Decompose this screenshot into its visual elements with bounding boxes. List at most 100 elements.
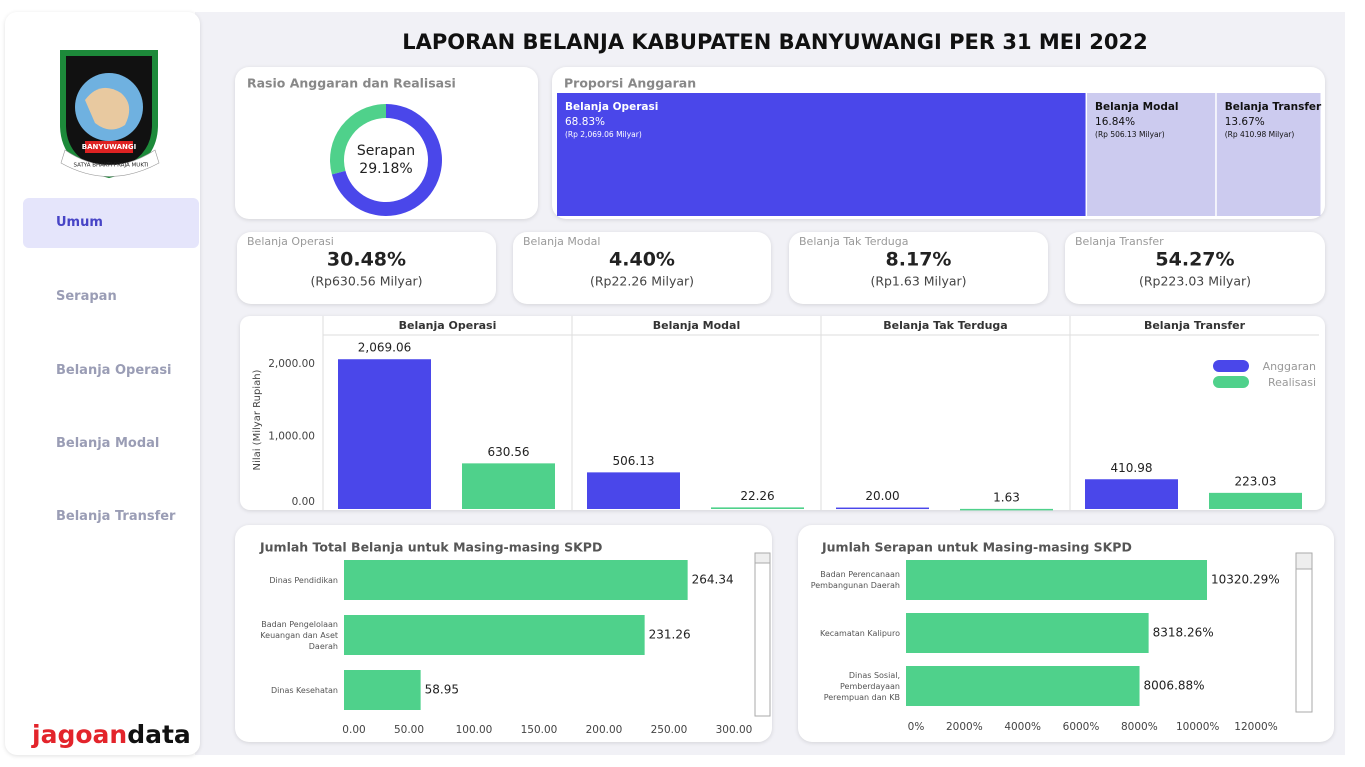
menu-item[interactable]: Umum	[23, 198, 199, 248]
donut-center-label: Serapan	[357, 143, 415, 159]
treemap-label: Belanja Transfer	[1225, 101, 1322, 113]
logo-ribbon	[60, 149, 160, 177]
bar	[711, 507, 804, 509]
bar-value-label: 2,069.06	[358, 341, 411, 355]
x-tick-label: 150.00	[521, 724, 558, 736]
brand-part: jagoan	[32, 720, 128, 749]
bar	[1085, 479, 1178, 509]
x-tick-label: 10000%	[1176, 721, 1219, 733]
y-category-label: Badan Pengelolaan Keuangan dan Aset Daer…	[260, 619, 338, 651]
y-axis-label: Nilai (Milyar Rupiah)	[252, 369, 263, 470]
chart-title: Rasio Anggaran dan Realisasi	[247, 76, 456, 91]
treemap-cell	[557, 93, 1086, 216]
chart-title: Proporsi Anggaran	[564, 76, 696, 91]
bar-value-label: 264.34	[692, 573, 734, 587]
bar-value-label: 22.26	[740, 489, 774, 503]
bar	[344, 560, 688, 600]
logo-title: BANYUWANGI	[82, 143, 136, 151]
x-tick-label: 100.00	[456, 724, 493, 736]
x-tick-label: 0.00	[342, 724, 365, 736]
panel-header: Belanja Operasi	[399, 319, 497, 332]
panel-header: Belanja Tak Terduga	[883, 319, 1007, 332]
treemap-value: 68.83%	[565, 116, 605, 128]
treemap-cell	[1087, 93, 1216, 216]
kpi-value: 8.17%	[886, 249, 952, 271]
x-tick-label: 250.00	[651, 724, 688, 736]
scrollbar[interactable]	[1295, 552, 1313, 713]
y-tick-label: 2,000.00	[268, 358, 315, 370]
scrollbar[interactable]	[754, 552, 771, 717]
donut-value-label: 29.18%	[359, 161, 412, 177]
treemap-cell	[1216, 93, 1321, 216]
treemap-value: 13.67%	[1225, 116, 1265, 128]
kpi-detail: (Rp22.26 Milyar)	[590, 274, 694, 289]
bar-value-label: 630.56	[488, 445, 530, 459]
kpi-detail: (Rp223.03 Milyar)	[1139, 274, 1251, 289]
treemap-note: (Rp 506.13 Milyar)	[1095, 130, 1165, 139]
bar-value-label: 223.03	[1235, 474, 1277, 488]
kpi-label: Belanja Operasi	[247, 235, 334, 248]
bar-value-label: 8006.88%	[1144, 679, 1205, 693]
treemap-label: Belanja Modal	[1095, 101, 1179, 113]
bar-value-label: 231.26	[649, 628, 691, 642]
legend-label: Anggaran	[1263, 360, 1316, 373]
logo-map	[85, 87, 130, 130]
legend-swatch	[1213, 360, 1249, 372]
kpi-card	[789, 232, 1048, 304]
bar	[1209, 492, 1302, 509]
menu-item[interactable]: Belanja Transfer	[56, 509, 176, 524]
legend-swatch	[1213, 376, 1249, 388]
donut-segment	[330, 104, 386, 175]
bar	[462, 463, 555, 509]
bar-value-label: 506.13	[613, 454, 655, 468]
kpi-detail: (Rp630.56 Milyar)	[310, 274, 422, 289]
y-category-label: Badan Perencanaan Pembangunan Daerah	[810, 570, 900, 590]
logo-banner	[85, 141, 133, 153]
logo: BANYUWANGI SATYA BHAKTI PRAJA MUKTI	[60, 50, 160, 179]
x-tick-label: 2000%	[946, 721, 983, 733]
x-tick-label: 6000%	[1063, 721, 1100, 733]
y-category-label: Dinas Sosial, Pemberdayaan Perempuan dan…	[823, 670, 900, 702]
y-category-label: Kecamatan Kalipuro	[819, 628, 900, 638]
kpi-card	[237, 232, 496, 304]
legend-label: Realisasi	[1268, 376, 1316, 389]
y-category-label: Dinas Pendidikan	[269, 575, 338, 585]
treemap-value: 16.84%	[1095, 116, 1135, 128]
y-tick-label: 0.00	[292, 496, 315, 508]
kpi-card	[513, 232, 771, 304]
x-tick-label: 50.00	[394, 724, 424, 736]
bar-value-label: 20.00	[865, 489, 899, 503]
page-title: LAPORAN BELANJA KABUPATEN BANYUWANGI PER…	[402, 30, 1147, 54]
scroll-thumb[interactable]	[1295, 552, 1313, 570]
brand-part: data	[127, 720, 191, 749]
bar-value-label: 410.98	[1111, 461, 1153, 475]
bar	[344, 615, 645, 655]
panel-header: Belanja Modal	[653, 319, 740, 332]
x-tick-label: 200.00	[586, 724, 623, 736]
chart-title: Jumlah Total Belanja untuk Masing-masing…	[259, 540, 602, 555]
menu-item[interactable]: Belanja Modal	[56, 436, 160, 451]
x-tick-label: 4000%	[1004, 721, 1041, 733]
kpi-detail: (Rp1.63 Milyar)	[870, 274, 966, 289]
bar-value-label: 1.63	[993, 490, 1020, 504]
bar-value-label: 10320.29%	[1211, 573, 1280, 587]
scroll-thumb[interactable]	[754, 552, 771, 564]
kpi-label: Belanja Tak Terduga	[799, 235, 909, 248]
bar	[906, 560, 1208, 600]
x-tick-label: 300.00	[716, 724, 753, 736]
menu-item[interactable]: Serapan	[56, 289, 117, 304]
kpi-value: 4.40%	[609, 249, 675, 271]
bar	[960, 508, 1053, 511]
x-tick-label: 0%	[908, 721, 925, 733]
bar	[836, 507, 929, 510]
bar-value-label: 58.95	[425, 683, 459, 697]
kpi-label: Belanja Transfer	[1075, 235, 1164, 248]
chart-title: Jumlah Serapan untuk Masing-masing SKPD	[821, 540, 1132, 555]
kpi-value: 30.48%	[327, 249, 406, 271]
bar	[587, 472, 680, 509]
bar	[338, 359, 431, 509]
treemap-label: Belanja Operasi	[565, 101, 658, 113]
menu-item[interactable]: Belanja Operasi	[56, 363, 172, 378]
